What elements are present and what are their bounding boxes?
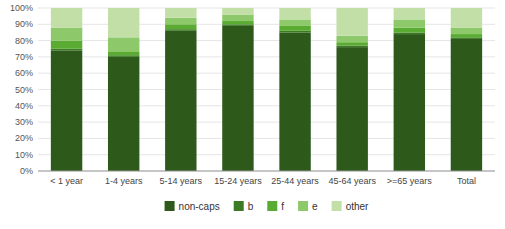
- y-tick-label: 90%: [15, 19, 33, 29]
- legend: non-caps b f e other: [165, 201, 370, 212]
- y-tick-label: 0%: [20, 166, 33, 176]
- bar-segment: [279, 19, 310, 26]
- grid-line: [38, 122, 495, 123]
- bar-segment: [222, 21, 253, 24]
- bar-segment: [279, 31, 310, 33]
- bar-segment: [279, 32, 310, 171]
- bar-segment: [108, 55, 139, 57]
- bar-segment: [51, 28, 82, 41]
- bar-segment: [108, 57, 139, 171]
- grid-line: [38, 73, 495, 74]
- bar-segment: [451, 34, 482, 37]
- legend-swatch: [165, 201, 175, 211]
- bar-segment: [451, 28, 482, 35]
- y-tick-label: 60%: [15, 68, 33, 78]
- y-tick-label: 20%: [15, 133, 33, 143]
- x-tick-label: 25-44 years: [271, 176, 319, 186]
- bar-segment: [222, 26, 253, 171]
- bar-segment: [394, 8, 425, 19]
- x-tick-label: 1-4 years: [105, 176, 143, 186]
- bar-segment: [222, 15, 253, 22]
- bars: [51, 8, 482, 171]
- legend-swatch: [332, 201, 342, 211]
- legend-item: other: [332, 201, 369, 212]
- grid-line: [38, 171, 495, 172]
- legend-item: e: [298, 201, 318, 212]
- x-tick-label: < 1 year: [50, 176, 83, 186]
- bar-segment: [108, 37, 139, 52]
- bar-segment: [336, 8, 367, 36]
- legend-label: other: [346, 201, 369, 212]
- bar-segment: [222, 8, 253, 15]
- y-tick-label: 30%: [15, 117, 33, 127]
- bar-segment: [165, 8, 196, 18]
- bar-segment: [336, 36, 367, 43]
- bar-segment: [279, 26, 310, 31]
- grid-line: [38, 40, 495, 41]
- bar-segment: [222, 24, 253, 26]
- bar-segment: [394, 28, 425, 33]
- grid-line: [38, 154, 495, 155]
- bar-segment: [51, 41, 82, 49]
- bar-segment: [336, 42, 367, 45]
- bar-segment: [108, 8, 139, 37]
- legend-label: non-caps: [179, 201, 220, 212]
- legend-label: f: [281, 201, 284, 212]
- grid-line: [38, 138, 495, 139]
- grid-line: [38, 56, 495, 57]
- y-tick-label: 10%: [15, 150, 33, 160]
- bar-segment: [394, 34, 425, 171]
- legend-item: non-caps: [165, 201, 220, 212]
- y-tick-label: 100%: [10, 3, 33, 13]
- y-tick-label: 80%: [15, 36, 33, 46]
- x-tick-label: 15-24 years: [214, 176, 262, 186]
- bar-segment: [451, 37, 482, 39]
- bar-segment: [279, 8, 310, 19]
- legend-label: b: [248, 201, 254, 212]
- y-tick-label: 50%: [15, 85, 33, 95]
- bar-segment: [394, 19, 425, 27]
- bar-segment: [394, 32, 425, 34]
- chart: 0% 10% 20% 30% 40% 50% 60% 70% 80% 90% 100% < 1 yea…: [0, 0, 505, 229]
- bar-segment: [108, 52, 139, 55]
- grid: [38, 8, 495, 171]
- legend-swatch: [234, 201, 244, 211]
- legend-item: f: [267, 201, 284, 212]
- bar-segment: [165, 31, 196, 171]
- bar-segment: [165, 18, 196, 25]
- bar-segment: [336, 47, 367, 171]
- x-tick-label: 5-14 years: [160, 176, 203, 186]
- bar-segment: [51, 49, 82, 51]
- legend-swatch: [267, 201, 277, 211]
- bar-segment: [451, 8, 482, 28]
- x-tick-label: Total: [457, 176, 476, 186]
- bar-segment: [165, 29, 196, 31]
- grid-line: [38, 24, 495, 25]
- grid-line: [38, 89, 495, 90]
- legend-item: b: [234, 201, 254, 212]
- bar-segment: [51, 8, 82, 28]
- bar-segment: [336, 45, 367, 47]
- x-tick-label: >=65 years: [387, 176, 433, 186]
- bar-segment: [51, 50, 82, 171]
- grid-line: [38, 8, 495, 9]
- x-tick-label: 45-64 years: [328, 176, 376, 186]
- bar-segment: [165, 24, 196, 29]
- x-axis-line: [38, 171, 495, 172]
- bar-segment: [451, 39, 482, 171]
- y-tick-label: 40%: [15, 101, 33, 111]
- y-tick-label: 70%: [15, 52, 33, 62]
- legend-swatch: [298, 201, 308, 211]
- legend-label: e: [312, 201, 318, 212]
- grid-line: [38, 105, 495, 106]
